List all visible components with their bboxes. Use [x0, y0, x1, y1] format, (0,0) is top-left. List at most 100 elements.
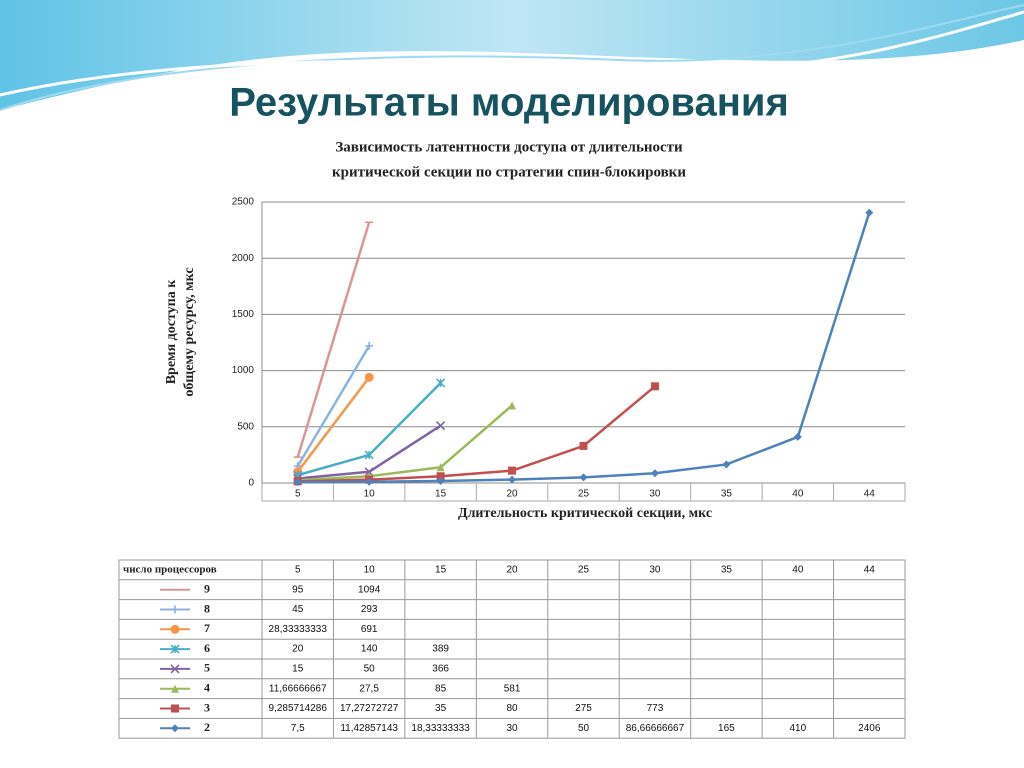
table-cell: 410 — [789, 723, 806, 734]
point-marker — [365, 477, 374, 486]
table-col-header: 30 — [649, 565, 661, 576]
legend-label: 2 — [204, 720, 210, 734]
x-tick-label: 25 — [578, 489, 590, 500]
point-marker — [579, 441, 588, 450]
wave-decoration — [0, 0, 1024, 110]
wave-line — [0, 10, 1024, 97]
legend-label: 5 — [204, 661, 210, 675]
y-tick-label: 1500 — [232, 309, 255, 320]
legend-label: 8 — [204, 601, 210, 615]
point-marker — [436, 463, 445, 472]
data-table: число процессоров 5 10 15 20 25 30 35 40 449 95 109… — [118, 559, 906, 739]
series-line — [296, 221, 371, 458]
table-cell: 50 — [578, 723, 590, 734]
point-marker — [436, 421, 446, 431]
point-marker — [508, 466, 517, 475]
point-marker — [170, 624, 180, 634]
table-cell: 28,33333333 — [269, 624, 328, 635]
point-marker — [793, 432, 802, 441]
table-cell: 165 — [718, 723, 735, 734]
x-tick-label: 5 — [295, 489, 301, 500]
point-marker — [650, 382, 659, 391]
plot: 0 500 1000 1500 2000 2500 5 10 15 20 25 30 35 40 44 — [232, 197, 906, 502]
table-cell: 9,285714286 — [269, 703, 328, 714]
point-marker — [364, 450, 374, 460]
x-tick-label: 30 — [649, 489, 661, 500]
y-tick-label: 0 — [248, 478, 254, 489]
table-cell: 1094 — [358, 584, 381, 595]
point-marker — [865, 208, 874, 217]
table-cell: 50 — [364, 664, 376, 675]
table-cell: 85 — [435, 683, 447, 694]
point-marker — [364, 467, 374, 477]
table-cell: 35 — [435, 703, 447, 714]
table-col-header: 20 — [506, 565, 518, 576]
point-marker — [436, 476, 445, 485]
table-cell: 86,66666667 — [626, 723, 685, 734]
table-cell: 95 — [292, 584, 304, 595]
point-marker — [171, 724, 179, 733]
table-cell: 30 — [506, 723, 518, 734]
point-marker — [508, 401, 517, 410]
y-tick-label: 1000 — [232, 365, 255, 376]
table-cell: 275 — [575, 703, 592, 714]
table-cell: 389 — [432, 644, 449, 655]
point-marker — [293, 478, 302, 487]
legend-label: 3 — [204, 700, 210, 714]
x-tick-label: 20 — [506, 489, 518, 500]
chart-title: критической секции по стратегии спин-бло… — [332, 164, 686, 180]
series-line — [296, 345, 371, 467]
slide-title: Результаты моделирования — [229, 81, 789, 125]
x-tick-label: 10 — [364, 489, 376, 500]
point-marker — [364, 372, 374, 382]
point-marker — [171, 684, 179, 693]
point-marker — [579, 473, 588, 482]
legend-label: 7 — [204, 621, 210, 635]
series-line — [296, 376, 371, 473]
point-marker — [436, 472, 445, 481]
table-cell: 11,66666667 — [269, 683, 327, 694]
legend-label: 6 — [204, 641, 210, 655]
point-marker — [170, 664, 180, 674]
table-cell: 293 — [361, 604, 378, 615]
table-frame — [118, 559, 906, 739]
table-cell: 2406 — [858, 723, 881, 734]
table-cell: 7,5 — [291, 723, 305, 734]
legend-label: 4 — [204, 680, 210, 694]
table-cell: 45 — [292, 604, 304, 615]
table-col-header: 15 — [435, 565, 447, 576]
point-marker — [171, 605, 179, 614]
table-cell: 366 — [432, 664, 449, 675]
table-cell: 140 — [361, 644, 378, 655]
table-col-header: 40 — [792, 565, 804, 576]
x-tick-label: 15 — [435, 489, 447, 500]
table-cell: 17,27272727 — [340, 703, 399, 714]
series-line — [297, 404, 513, 482]
table-cell: 11,42857143 — [340, 723, 398, 734]
x-tick-label: 35 — [721, 489, 733, 500]
point-marker — [508, 475, 517, 484]
table-col-header: 25 — [578, 565, 590, 576]
chart-title: Зависимость латентности доступа от длите… — [335, 139, 683, 155]
table-header: число процессоров — [123, 563, 217, 575]
y-axis-label: Время доступа к — [164, 279, 179, 385]
point-marker — [365, 341, 374, 350]
point-marker — [650, 469, 659, 478]
table-cell: 581 — [504, 683, 521, 694]
y-tick-label: 500 — [237, 421, 254, 432]
point-marker — [436, 378, 446, 388]
x-tick-label: 44 — [864, 489, 876, 500]
x-axis-label: Длительность критической секции, мкс — [458, 506, 712, 521]
table-cell: 18,33333333 — [411, 723, 470, 734]
chart-area — [118, 130, 910, 525]
table-col-header: 35 — [721, 565, 733, 576]
table-cell: 80 — [506, 703, 518, 714]
table-col-header: 44 — [864, 565, 876, 576]
point-marker — [170, 644, 180, 654]
y-tick-label: 2500 — [232, 197, 255, 208]
table-cell: 15 — [292, 664, 304, 675]
table-cell: 773 — [647, 703, 664, 714]
table-cell: 27,5 — [359, 683, 379, 694]
table-col-header: 10 — [364, 565, 376, 576]
